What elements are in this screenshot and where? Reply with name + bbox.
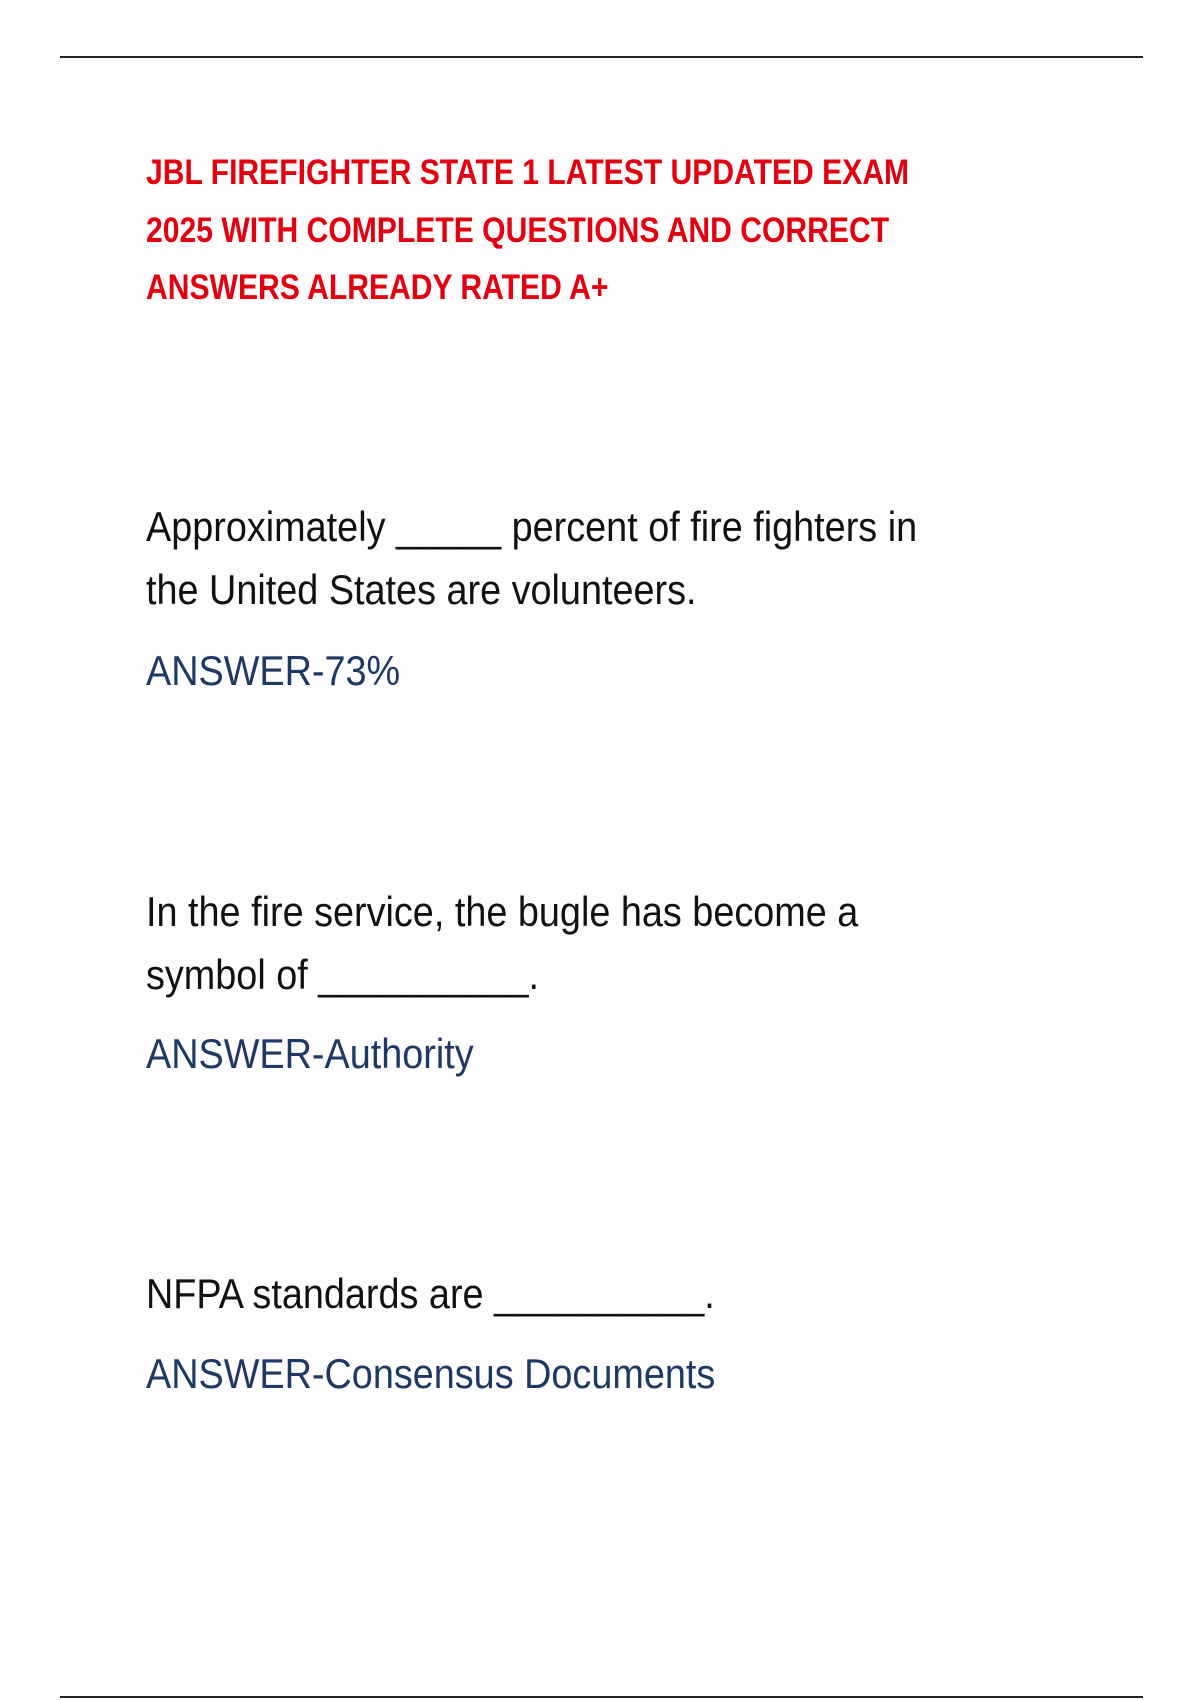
answer-1: ANSWER-73% bbox=[146, 647, 401, 694]
document-title-line-3: ANSWERS ALREADY RATED A+ bbox=[146, 268, 609, 307]
document-title-line-1: JBL FIREFIGHTER STATE 1 LATEST UPDATED E… bbox=[146, 153, 910, 192]
question-2-line-2: symbol of __________. bbox=[146, 951, 539, 998]
question-1-line-1: Approximately _____ percent of fire figh… bbox=[146, 503, 918, 550]
answer-3: ANSWER-Consensus Documents bbox=[146, 1350, 716, 1397]
footer-rule bbox=[60, 1696, 1143, 1698]
header-rule bbox=[60, 56, 1143, 58]
question-1-line-2: the United States are volunteers. bbox=[146, 566, 697, 613]
document-title-line-2: 2025 WITH COMPLETE QUESTIONS AND CORRECT bbox=[146, 211, 890, 250]
question-3-line-1: NFPA standards are __________. bbox=[146, 1270, 715, 1317]
question-2-line-1: In the fire service, the bugle has becom… bbox=[146, 888, 859, 935]
answer-2: ANSWER-Authority bbox=[146, 1030, 474, 1077]
